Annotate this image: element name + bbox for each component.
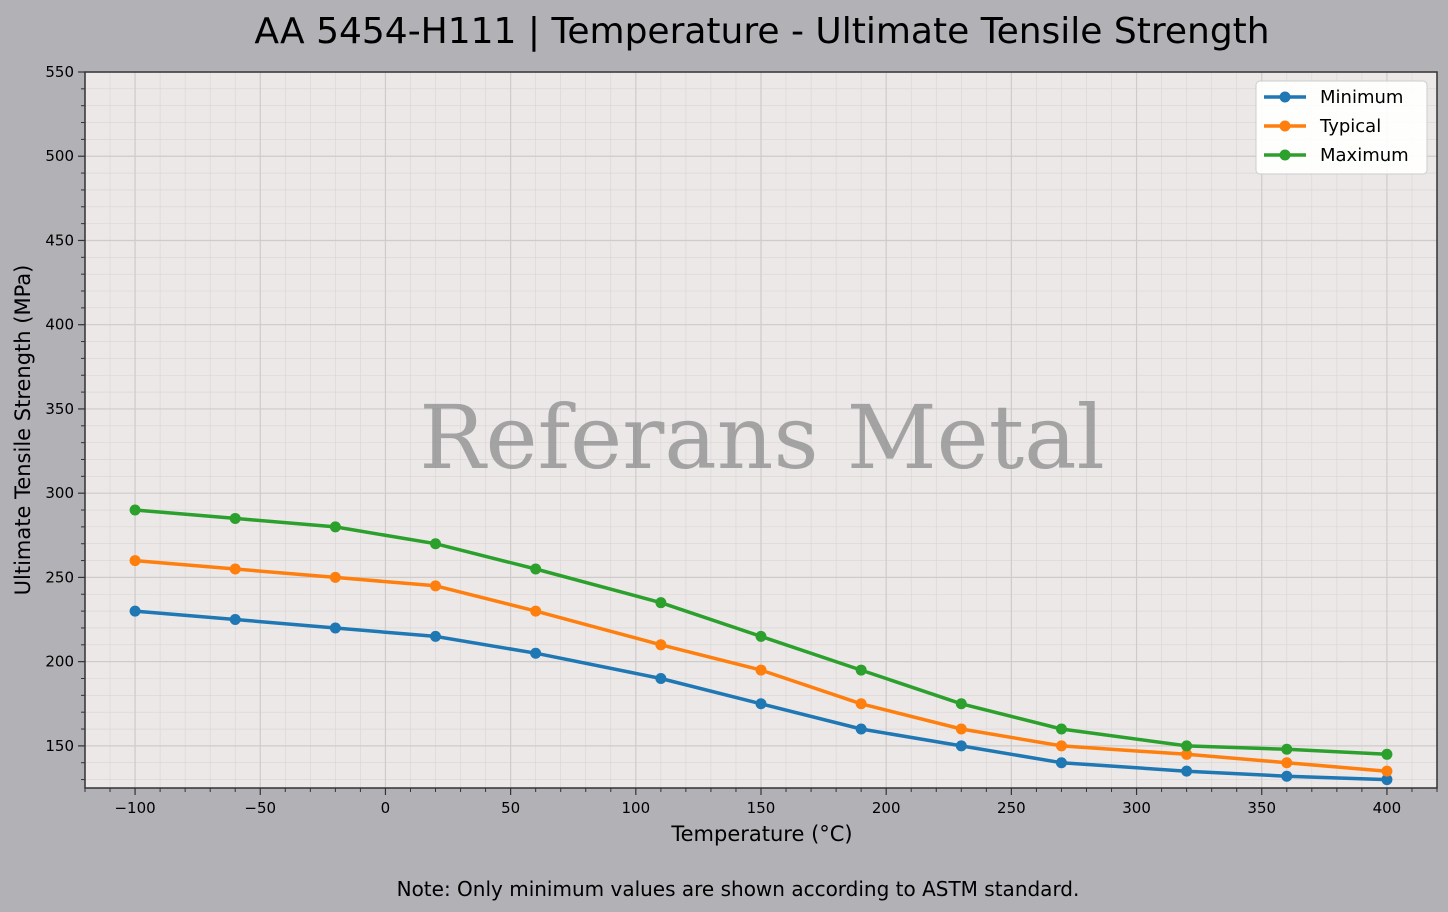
x-tick-label: 150	[747, 799, 776, 817]
data-point-minimum	[855, 723, 867, 735]
data-point-minimum	[955, 740, 967, 752]
data-point-maximum	[329, 521, 341, 533]
data-point-minimum	[1281, 770, 1293, 782]
data-point-minimum	[1055, 757, 1067, 769]
data-point-typical	[855, 698, 867, 710]
data-point-typical	[1281, 757, 1293, 769]
x-tick-label: 100	[621, 799, 650, 817]
data-point-maximum	[430, 538, 442, 550]
y-tick-label: 300	[45, 484, 74, 502]
x-tick-label: 400	[1373, 799, 1402, 817]
data-point-maximum	[1281, 743, 1293, 755]
legend-label-minimum: Minimum	[1320, 87, 1403, 108]
data-point-typical	[1055, 740, 1067, 752]
data-point-maximum	[530, 563, 542, 575]
y-tick-label: 500	[45, 147, 74, 165]
y-tick-label: 450	[45, 231, 74, 249]
x-tick-label: −50	[244, 799, 276, 817]
y-tick-label: 400	[45, 316, 74, 334]
data-point-minimum	[655, 672, 667, 684]
chart-title: AA 5454-H111 | Temperature - Ultimate Te…	[254, 11, 1269, 52]
data-point-minimum	[1181, 765, 1193, 777]
data-point-typical	[1381, 765, 1393, 777]
legend-marker-maximum	[1279, 149, 1291, 161]
legend-label-typical: Typical	[1319, 116, 1381, 137]
data-point-minimum	[329, 622, 341, 634]
legend-box	[1255, 80, 1428, 175]
data-point-maximum	[1381, 748, 1393, 760]
y-tick-label: 250	[45, 568, 74, 586]
data-point-typical	[430, 580, 442, 592]
data-point-typical	[955, 723, 967, 735]
x-tick-label: 350	[1247, 799, 1276, 817]
legend: Minimum Typical Maximum	[1255, 80, 1428, 175]
data-point-minimum	[129, 605, 141, 617]
x-tick-label: −100	[114, 799, 155, 817]
x-tick-label: 200	[872, 799, 901, 817]
data-point-minimum	[530, 647, 542, 659]
data-point-maximum	[855, 664, 867, 676]
y-tick-label: 150	[45, 737, 74, 755]
data-point-typical	[329, 571, 341, 583]
legend-marker-minimum	[1279, 91, 1291, 103]
x-tick-label: 250	[997, 799, 1026, 817]
x-tick-label: 50	[501, 799, 520, 817]
y-axis: 150 200 250 300 350 400 450 500 550	[45, 63, 85, 781]
data-point-maximum	[1055, 723, 1067, 735]
data-point-typical	[1181, 748, 1193, 760]
data-point-maximum	[129, 504, 141, 516]
data-point-maximum	[955, 698, 967, 710]
x-axis-label: Temperature (°C)	[670, 822, 852, 846]
x-axis: −100 −50 0 50 100 150 200 250 300 350 400	[84, 788, 1438, 817]
data-point-maximum	[655, 597, 667, 609]
data-point-typical	[129, 555, 141, 567]
data-point-minimum	[755, 698, 767, 710]
x-tick-label: 0	[381, 799, 391, 817]
y-tick-label: 550	[45, 63, 74, 81]
data-point-minimum	[1381, 774, 1393, 786]
y-axis-label: Ultimate Tensile Strength (MPa)	[11, 265, 35, 596]
legend-label-maximum: Maximum	[1320, 145, 1409, 166]
y-tick-label: 200	[45, 653, 74, 671]
data-point-maximum	[755, 630, 767, 642]
data-point-minimum	[229, 614, 241, 626]
data-point-maximum	[229, 512, 241, 524]
data-point-typical	[755, 664, 767, 676]
data-point-minimum	[430, 630, 442, 642]
data-point-maximum	[1181, 740, 1193, 752]
series-layer	[129, 504, 1393, 786]
watermark: Referans Metal	[419, 386, 1104, 489]
legend-marker-typical	[1279, 120, 1291, 132]
y-tick-label: 350	[45, 400, 74, 418]
x-tick-label: 300	[1122, 799, 1151, 817]
footnote: Note: Only minimum values are shown acco…	[397, 877, 1080, 901]
data-point-typical	[655, 639, 667, 651]
data-point-typical	[530, 605, 542, 617]
data-point-typical	[229, 563, 241, 575]
